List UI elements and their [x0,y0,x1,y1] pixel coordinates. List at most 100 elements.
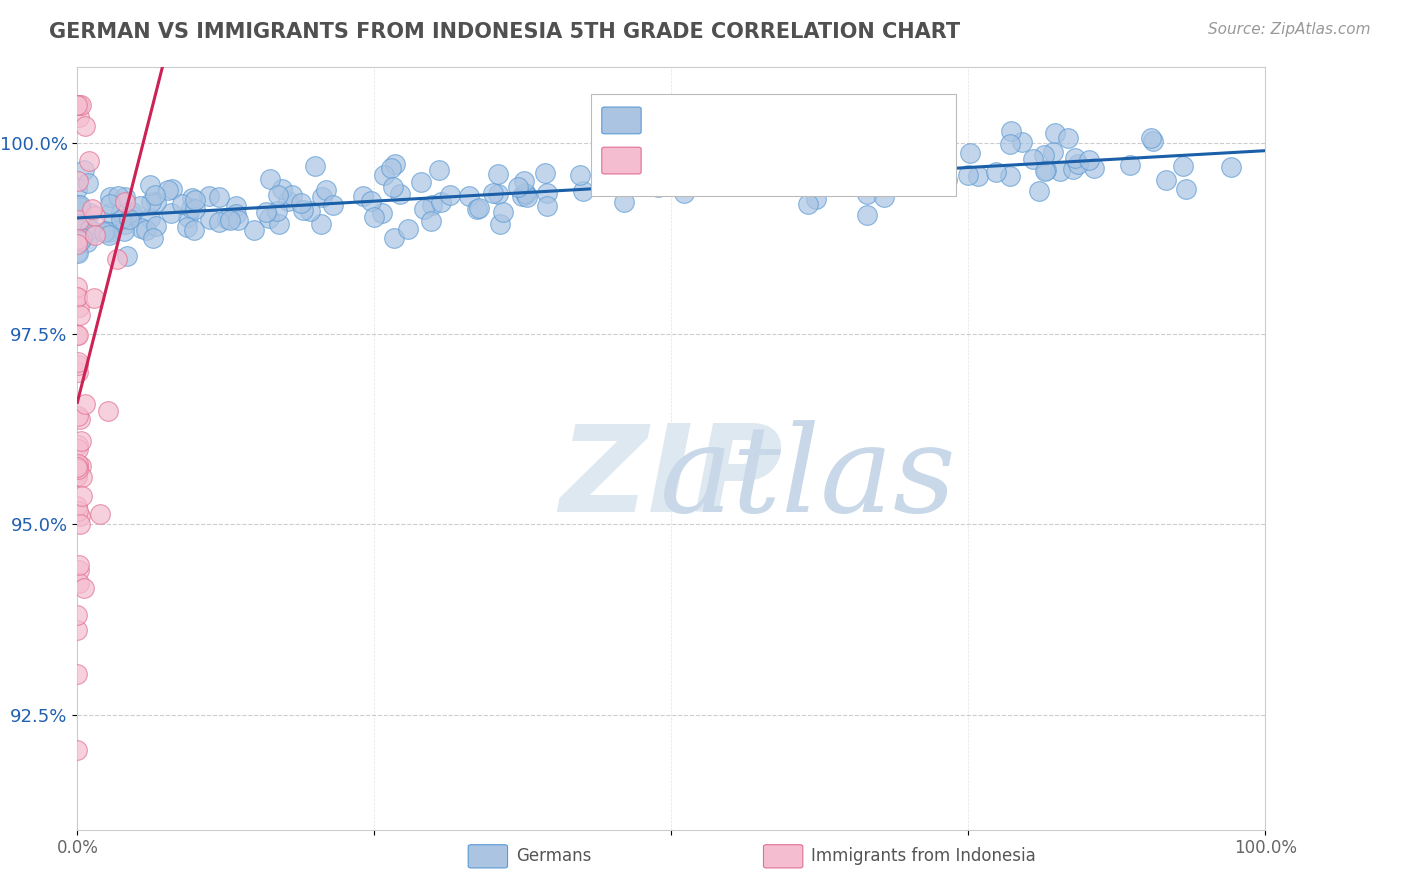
Point [66,327,89,342]
Point [1000,124,1022,138]
Point [129,199,152,213]
Point [936,173,959,187]
Point [67,215,90,229]
Point [69,200,91,214]
Point [803,168,825,182]
Point [569,168,592,182]
Point [80,202,103,216]
Point [69,517,91,532]
Point [259,171,281,186]
Point [690,170,713,185]
Point [98,227,121,242]
Point [181,191,204,205]
Point [775,158,797,172]
Point [779,159,801,173]
Point [69,308,91,322]
Point [647,180,669,194]
Point [70,489,93,503]
Point [304,159,326,173]
Point [873,190,896,204]
Point [613,194,636,209]
Point [515,186,537,201]
Point [66,462,89,476]
Point [66,358,89,372]
Text: Source: ZipAtlas.com: Source: ZipAtlas.com [1208,22,1371,37]
Point [1049,164,1071,178]
Point [884,175,907,189]
Point [66,232,89,246]
Point [506,179,529,194]
Point [352,189,374,203]
Point [413,202,436,216]
Point [98,190,121,204]
Point [66,198,89,212]
Point [70,459,93,474]
Point [107,189,129,203]
Point [1011,135,1033,149]
Point [114,190,136,204]
Point [280,188,302,202]
Point [1220,160,1243,174]
Point [98,206,121,220]
Point [110,212,132,227]
Point [486,168,509,182]
Point [1083,161,1105,175]
Point [536,199,558,213]
Point [69,563,91,577]
Point [66,743,89,757]
Point [218,212,240,227]
Point [67,442,90,456]
Point [1035,163,1057,178]
Point [143,187,166,202]
Point [105,252,128,267]
Point [97,225,120,239]
Point [79,206,101,220]
Point [72,211,94,226]
Point [492,205,515,219]
Point [114,218,136,232]
Point [967,169,990,184]
Point [73,119,96,133]
Point [66,290,89,304]
Point [311,190,333,204]
Point [70,231,93,245]
Point [69,98,91,112]
Point [697,167,720,181]
Point [322,198,344,212]
Point [139,178,162,192]
Point [1078,153,1101,168]
Point [67,558,90,572]
Point [66,462,89,476]
Point [887,156,910,170]
Point [998,136,1021,151]
Point [572,185,595,199]
Point [141,194,163,209]
Point [159,206,181,220]
Point [156,183,179,197]
Text: atlas: atlas [659,420,956,538]
Point [984,165,1007,179]
Point [118,211,141,226]
Point [66,174,89,188]
Point [855,208,877,222]
Point [66,245,89,260]
Point [610,167,633,181]
Point [672,186,695,201]
Point [66,98,89,112]
Point [129,221,152,235]
Point [420,214,443,228]
Point [1175,181,1198,195]
Point [225,199,247,213]
Point [382,231,405,245]
Point [66,460,89,475]
Point [183,223,205,237]
Point [110,205,132,219]
Point [66,607,89,622]
Point [145,195,167,210]
Point [66,469,89,483]
Point [84,228,107,243]
Point [77,154,100,169]
Point [70,470,93,484]
Point [804,192,827,206]
Point [67,575,90,590]
